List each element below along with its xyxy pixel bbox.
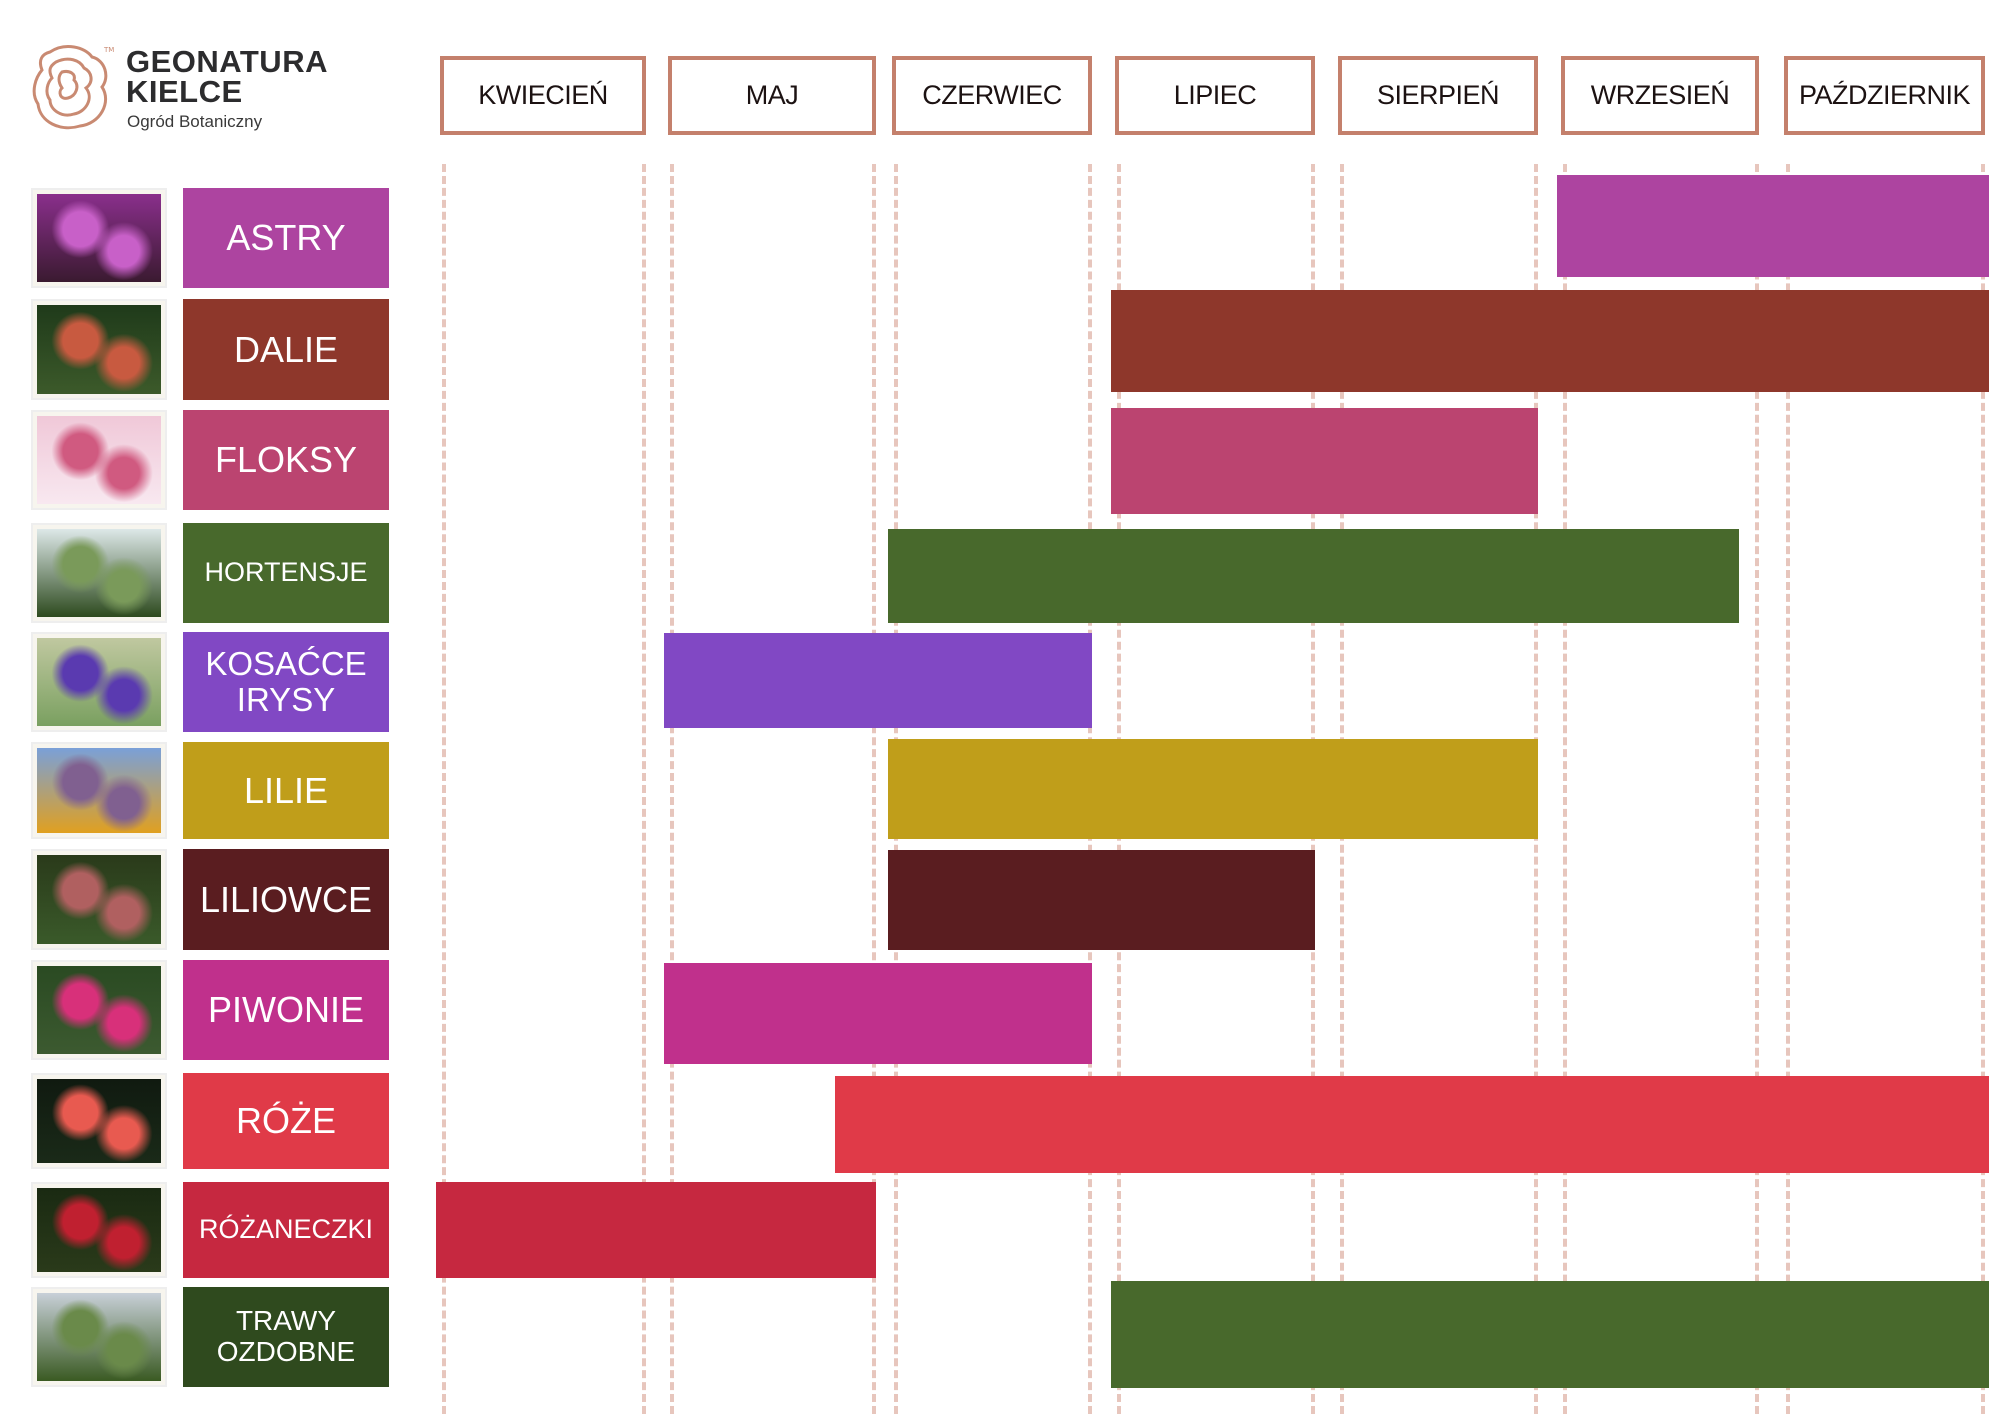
geonatura-logo-icon: TM (32, 45, 114, 130)
plant-label: TRAWY OZDOBNE (183, 1287, 389, 1387)
logo-subtitle: Ogród Botaniczny (127, 112, 263, 131)
gridline-dashed (670, 164, 674, 1414)
plant-photo (31, 849, 167, 950)
plant-image (37, 194, 161, 282)
plant-name: KOSAĆCE IRYSY (205, 644, 367, 718)
month-header-5: SIERPIEŃ (1338, 56, 1538, 135)
gridline-dashed (642, 164, 646, 1414)
gridline-dashed (1563, 164, 1567, 1414)
plant-image (37, 855, 161, 944)
plant-image (37, 966, 161, 1054)
plant-image (37, 1188, 161, 1272)
month-header-7: PAŹDZIERNIK (1784, 56, 1985, 135)
plant-label: RÓŻANECZKI (183, 1182, 389, 1278)
bloom-bar-różaneczki (436, 1182, 876, 1278)
plant-image (37, 1079, 161, 1163)
month-header-1: KWIECIEŃ (440, 56, 646, 135)
plant-name: ASTRY (226, 217, 346, 259)
bloom-bar-lilie (888, 739, 1538, 839)
trademark: TM (103, 46, 114, 54)
plant-label: PIWONIE (183, 960, 389, 1060)
plant-label: RÓŻE (183, 1073, 389, 1169)
plant-photo (31, 299, 167, 400)
plant-label: DALIE (183, 299, 389, 400)
gridline-dashed (872, 164, 876, 1414)
plant-photo (31, 188, 167, 288)
bloom-bar-piwonie (664, 963, 1092, 1064)
plant-photo (31, 1073, 167, 1169)
plant-photo (31, 1182, 167, 1278)
bloom-bar-astry (1557, 175, 1989, 277)
plant-photo (31, 632, 167, 732)
plant-name: RÓŻANECZKI (198, 1214, 373, 1245)
plant-label: LILIOWCE (183, 849, 389, 950)
plant-label: ASTRY (183, 188, 389, 288)
bloom-bar-liliowce (888, 850, 1315, 950)
bloom-bar-floksy (1111, 408, 1538, 514)
plant-name: LILIOWCE (199, 878, 373, 920)
gridline-dashed (1786, 164, 1790, 1414)
bloom-bar-trawy-ozdobne (1111, 1281, 1989, 1388)
logo: TM GEONATURA KIELCE Ogród Botaniczny (30, 40, 350, 140)
plant-image (37, 638, 161, 726)
month-header-6: WRZESIEŃ (1561, 56, 1759, 135)
month-header-3: CZERWIEC (892, 56, 1092, 135)
plant-label: KOSAĆCE IRYSY (183, 632, 389, 732)
plant-label: HORTENSJE (183, 523, 389, 623)
plant-photo (31, 742, 167, 839)
plant-label: LILIE (183, 742, 389, 839)
plant-name: LILIE (243, 769, 329, 811)
bloom-bar-dalie (1111, 290, 1989, 392)
month-header-4: LIPIEC (1115, 56, 1315, 135)
plant-photo (31, 960, 167, 1060)
plant-name: FLOKSY (214, 439, 358, 481)
gridline-dashed (1755, 164, 1759, 1414)
plant-image (37, 529, 161, 617)
plant-image (37, 748, 161, 833)
month-header-2: MAJ (668, 56, 876, 135)
plant-name: PIWONIE (207, 989, 364, 1031)
logo-title-line2: KIELCE (126, 74, 243, 109)
logo-title-line1: GEONATURA (126, 44, 328, 79)
plant-photo (31, 523, 167, 623)
plant-photo (31, 1287, 167, 1387)
plant-name: HORTENSJE (204, 557, 368, 588)
plant-image (37, 305, 161, 394)
plant-image (37, 1293, 161, 1381)
bloom-bar-kosaćce-irysy (664, 633, 1092, 728)
plant-photo (31, 410, 167, 510)
gridline-dashed (1981, 164, 1985, 1414)
bloom-bar-hortensje (888, 529, 1740, 623)
bloom-bar-róże (835, 1076, 1989, 1173)
plant-name: DALIE (233, 328, 339, 370)
gridline-dashed (442, 164, 446, 1414)
plant-image (37, 416, 161, 504)
plant-name: TRAWY OZDOBNE (216, 1305, 356, 1367)
plant-label: FLOKSY (183, 410, 389, 510)
plant-name: RÓŻE (235, 1100, 336, 1142)
